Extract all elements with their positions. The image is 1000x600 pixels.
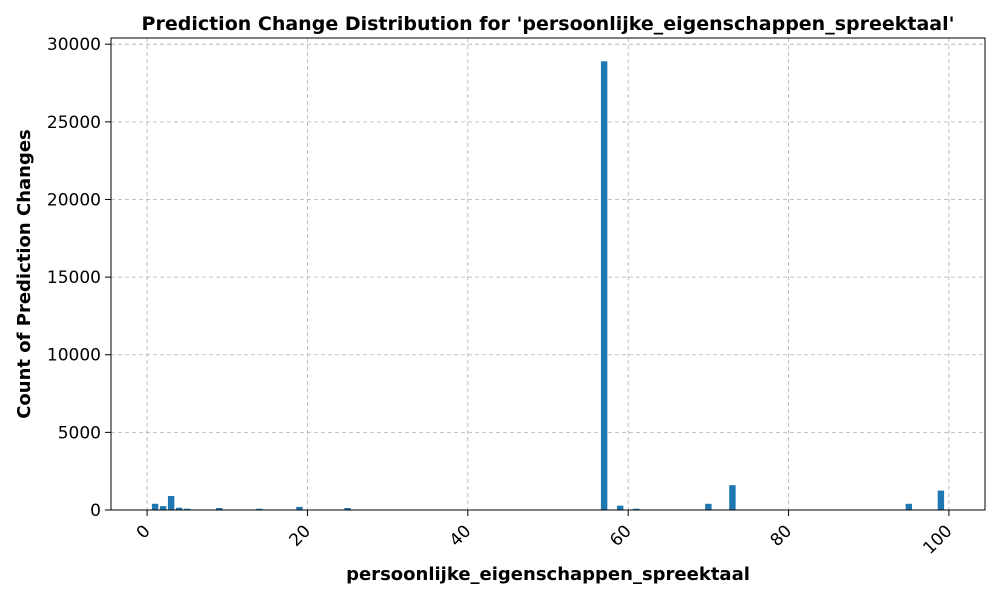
bar [296,506,303,510]
bar [905,503,913,510]
y-tick-label: 20000 [47,190,101,210]
x-tick-label: 0 [133,521,155,543]
bar [633,508,640,510]
x-axis-label: persoonlijke_eigenschappen_spreektaal [346,564,750,585]
bar [175,507,183,510]
bar [344,507,351,510]
bar [729,485,736,510]
bar [167,496,175,510]
x-tick-label: 60 [606,521,635,550]
bar [616,505,624,510]
x-tick-label: 100 [919,521,956,558]
bars [151,61,945,510]
grid-lines [111,38,985,511]
bar [600,61,608,510]
x-tick-label: 40 [446,521,475,550]
bar [183,508,191,510]
y-tick-label: 30000 [47,35,101,55]
x-axis-ticks: 0 20 40 60 80 100 [133,510,956,558]
y-tick-label: 25000 [47,113,101,133]
plot-frame [110,37,986,511]
y-tick-label: 15000 [47,268,101,288]
x-tick-label: 20 [286,521,315,550]
bar [705,503,712,510]
y-tick-label: 0 [90,501,101,521]
bar [216,507,223,510]
bar [256,508,263,510]
y-axis-ticks: 0 5000 10000 15000 20000 25000 30000 [47,35,111,521]
bar [151,503,159,510]
y-axis-label: Count of Prediction Changes [14,129,35,419]
y-tick-label: 5000 [58,423,101,443]
chart-title: Prediction Change Distribution for 'pers… [142,13,955,35]
bar [937,490,945,510]
y-tick-label: 10000 [47,346,101,366]
x-tick-label: 80 [767,521,796,550]
bar [159,506,167,510]
